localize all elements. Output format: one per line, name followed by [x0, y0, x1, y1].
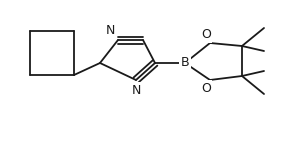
Text: O: O — [201, 29, 211, 41]
Text: N: N — [131, 83, 141, 96]
Text: B: B — [181, 57, 189, 70]
Text: N: N — [105, 24, 115, 37]
Text: O: O — [201, 82, 211, 95]
